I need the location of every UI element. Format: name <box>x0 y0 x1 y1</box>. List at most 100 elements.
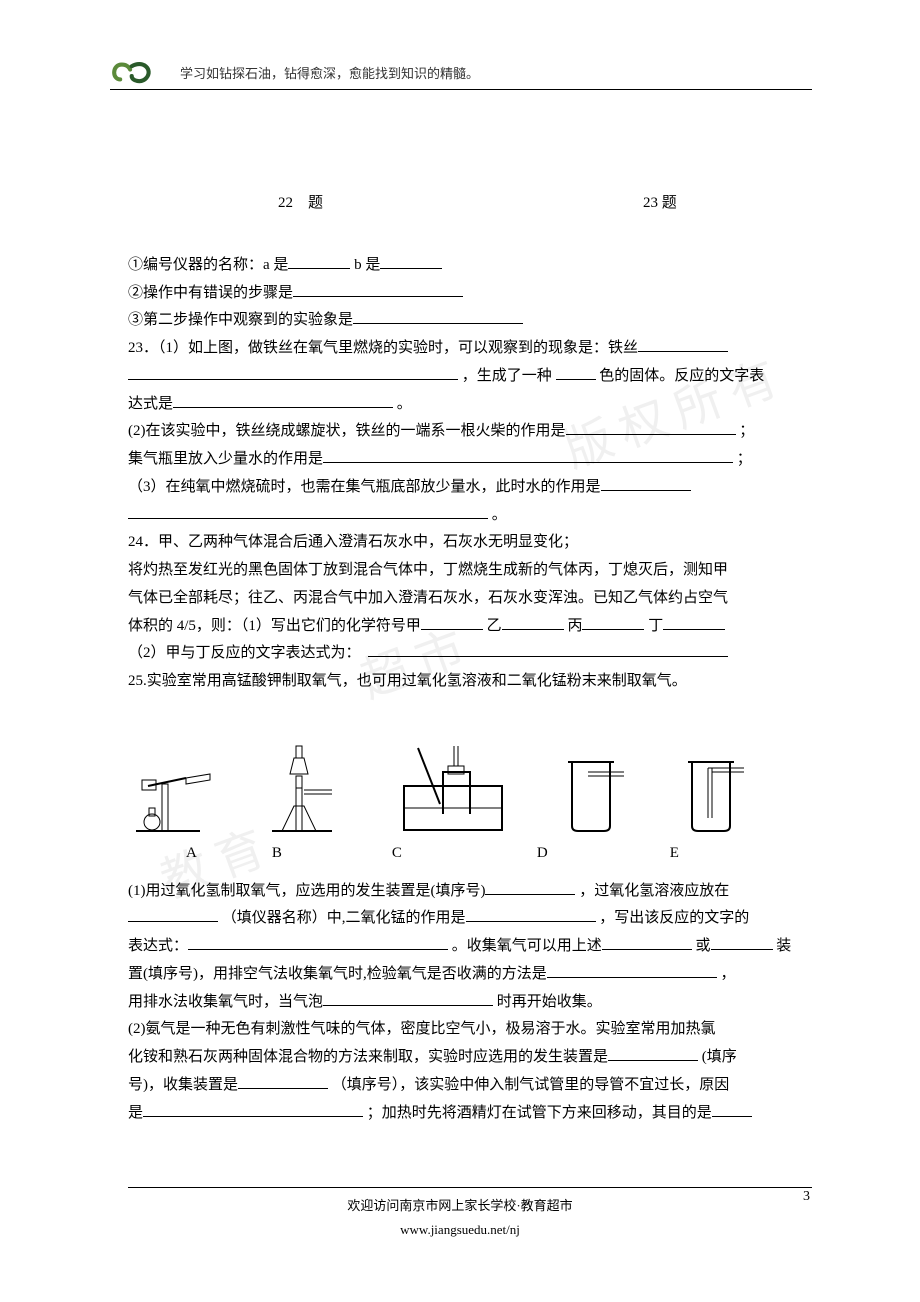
q23-p1: 23．（1）如上图，做铁丝在氧气里燃烧的实验时，可以观察到的现象是：铁丝 <box>128 335 812 363</box>
q25-p1: (1)用过氧化氢制取氧气，应选用的发生装置是(填序号) ，过氧化氢溶液应放在 <box>128 878 812 906</box>
text: ，生成了一种 <box>462 368 552 384</box>
text: 时再开始收集。 <box>497 994 602 1010</box>
figure-label-row: 22 题 23 题 <box>128 190 812 218</box>
q23-p2: (2)在该实验中，铁丝绕成螺旋状，铁丝的一端系一根火柴的作用是 ； <box>128 418 812 446</box>
blank[interactable] <box>288 254 350 269</box>
blank[interactable] <box>712 1102 752 1117</box>
blank[interactable] <box>128 365 458 380</box>
text: ③第二步操作中观察到的实验象是 <box>128 312 353 328</box>
blank[interactable] <box>466 907 596 922</box>
blank[interactable] <box>502 615 564 630</box>
blank[interactable] <box>485 880 575 895</box>
content-area: 22 题 23 题 ①编号仪器的名称：a 是 b 是 ②操作中有错误的步骤是 ③… <box>0 190 920 1127</box>
text: ； <box>737 451 752 467</box>
q25-p2c: 号)，收集装置是 （填序号），该实验中伸入制气试管里的导管不宜过长，原因 <box>128 1072 812 1100</box>
text: （填序号），该实验中伸入制气试管里的导管不宜过长，原因 <box>332 1077 730 1093</box>
q23-p3: （3）在纯氧中燃烧硫时，也需在集气瓶底部放少量水，此时水的作用是 <box>128 474 812 502</box>
text: （填仪器名称）中,二氧化锰的作用是 <box>222 910 466 926</box>
q22-line2: ②操作中有错误的步骤是 <box>128 280 812 308</box>
text: ②操作中有错误的步骤是 <box>128 285 293 301</box>
blank[interactable] <box>421 615 483 630</box>
blank[interactable] <box>293 282 463 297</box>
blank[interactable] <box>353 309 523 324</box>
blank[interactable] <box>238 1074 328 1089</box>
blank[interactable] <box>143 1102 363 1117</box>
text: 表达式： <box>128 938 188 954</box>
apparatus-d-icon <box>558 736 628 836</box>
q25-p2b: 化铵和熟石灰两种固体混合物的方法来制取，实验时应选用的发生装置是 (填序 <box>128 1044 812 1072</box>
q23-p2b: 集气瓶里放入少量水的作用是 ； <box>128 446 812 474</box>
q23-p3b: 。 <box>128 502 812 530</box>
page-footer: 欢迎访问南京市网上家长学校·教育超市 www.jiangsuedu.net/nj <box>0 1187 920 1242</box>
text: 集气瓶里放入少量水的作用是 <box>128 451 323 467</box>
blank[interactable] <box>547 963 717 978</box>
blank[interactable] <box>601 476 691 491</box>
blank[interactable] <box>638 337 728 352</box>
q24-l4: 体积的 4/5，则：（1）写出它们的化学符号甲 乙 丙 丁 <box>128 613 812 641</box>
text: 丙 <box>567 618 582 634</box>
label-b: B <box>272 840 282 868</box>
blank[interactable] <box>323 448 733 463</box>
text: 是 <box>128 1105 143 1121</box>
q22-line1: ①编号仪器的名称：a 是 b 是 <box>128 252 812 280</box>
text: 色的固体。反应的文字表 <box>599 368 764 384</box>
blank[interactable] <box>128 907 218 922</box>
text: 丁 <box>648 618 663 634</box>
q25-p1c: 表达式： 。收集氧气可以用上述 或 装 <box>128 933 812 961</box>
blank[interactable] <box>711 935 773 950</box>
figure-23-label: 23 题 <box>643 190 677 218</box>
page-header: 学习如钻探石油，钻得愈深，愈能找到知识的精髓。 <box>110 0 812 90</box>
footer-text-2: www.jiangsuedu.net/nj <box>0 1218 920 1242</box>
apparatus-a-icon <box>128 736 218 836</box>
text: 。收集氧气可以用上述 <box>452 938 602 954</box>
text: 化铵和熟石灰两种固体混合物的方法来制取，实验时应选用的发生装置是 <box>128 1049 608 1065</box>
text: (2)在该实验中，铁丝绕成螺旋状，铁丝的一端系一根火柴的作用是 <box>128 423 566 439</box>
blank[interactable] <box>602 935 692 950</box>
blank[interactable] <box>173 393 393 408</box>
apparatus-c-icon <box>398 736 508 836</box>
q25-intro: 25.实验室常用高锰酸钾制取氧气，也可用过氧化氢溶液和二氧化锰粉末来制取氧气。 <box>128 668 812 696</box>
blank[interactable] <box>566 420 736 435</box>
text: ；加热时先将酒精灯在试管下方来回移动，其目的是 <box>367 1105 712 1121</box>
label-d: D <box>537 840 548 868</box>
text: ； <box>739 423 754 439</box>
q24-l3: 气体已全部耗尽；往乙、丙混合气中加入澄清石灰水，石灰水变浑浊。已知乙气体约占空气 <box>128 585 812 613</box>
blank[interactable] <box>188 935 448 950</box>
text: 号)，收集装置是 <box>128 1077 238 1093</box>
blank[interactable] <box>608 1046 698 1061</box>
text: b 是 <box>354 257 380 273</box>
text: ，写出该反应的文字的 <box>599 910 749 926</box>
q24-l2: 将灼热至发红光的黑色固体丁放到混合气体中，丁燃烧生成新的气体丙，丁熄灭后，测知甲 <box>128 557 812 585</box>
text: 。 <box>397 396 412 412</box>
apparatus-labels: A B C D E <box>128 840 812 868</box>
footer-text-1: 欢迎访问南京市网上家长学校·教育超市 <box>0 1194 920 1218</box>
q25-p1b: （填仪器名称）中,二氧化锰的作用是 ，写出该反应的文字的 <box>128 905 812 933</box>
text: 或 <box>696 938 711 954</box>
q24-l1: 24．甲、乙两种气体混合后通入澄清石灰水中，石灰水无明显变化； <box>128 529 812 557</box>
blank[interactable] <box>582 615 644 630</box>
q23-p1b: ，生成了一种 色的固体。反应的文字表 <box>128 363 812 391</box>
blank[interactable] <box>128 504 488 519</box>
logo-icon <box>110 58 160 86</box>
apparatus-e-icon <box>678 736 748 836</box>
text: 置(填序号)，用排空气法收集氧气时,检验氧气是否收满的方法是 <box>128 966 547 982</box>
blank[interactable] <box>368 642 728 657</box>
figure-22-label: 22 题 <box>278 190 323 218</box>
text: 23．（1）如上图，做铁丝在氧气里燃烧的实验时，可以观察到的现象是：铁丝 <box>128 340 638 356</box>
footer-divider <box>128 1187 812 1188</box>
blank[interactable] <box>323 991 493 1006</box>
label-a: A <box>186 840 197 868</box>
q25-p1d: 置(填序号)，用排空气法收集氧气时,检验氧气是否收满的方法是 ， <box>128 961 812 989</box>
blank[interactable] <box>663 615 725 630</box>
q25-p2d: 是 ；加热时先将酒精灯在试管下方来回移动，其目的是 <box>128 1100 812 1128</box>
text: 乙 <box>487 618 502 634</box>
label-c: C <box>392 840 402 868</box>
text: （2）甲与丁反应的文字表达式为： <box>128 645 353 661</box>
blank[interactable] <box>380 254 442 269</box>
blank[interactable] <box>556 365 596 380</box>
apparatus-b-icon <box>268 736 348 836</box>
q24-l5: （2）甲与丁反应的文字表达式为： <box>128 640 812 668</box>
text: (填序 <box>702 1049 737 1065</box>
header-quote: 学习如钻探石油，钻得愈深，愈能找到知识的精髓。 <box>180 62 479 86</box>
text: （3）在纯氧中燃烧硫时，也需在集气瓶底部放少量水，此时水的作用是 <box>128 479 601 495</box>
